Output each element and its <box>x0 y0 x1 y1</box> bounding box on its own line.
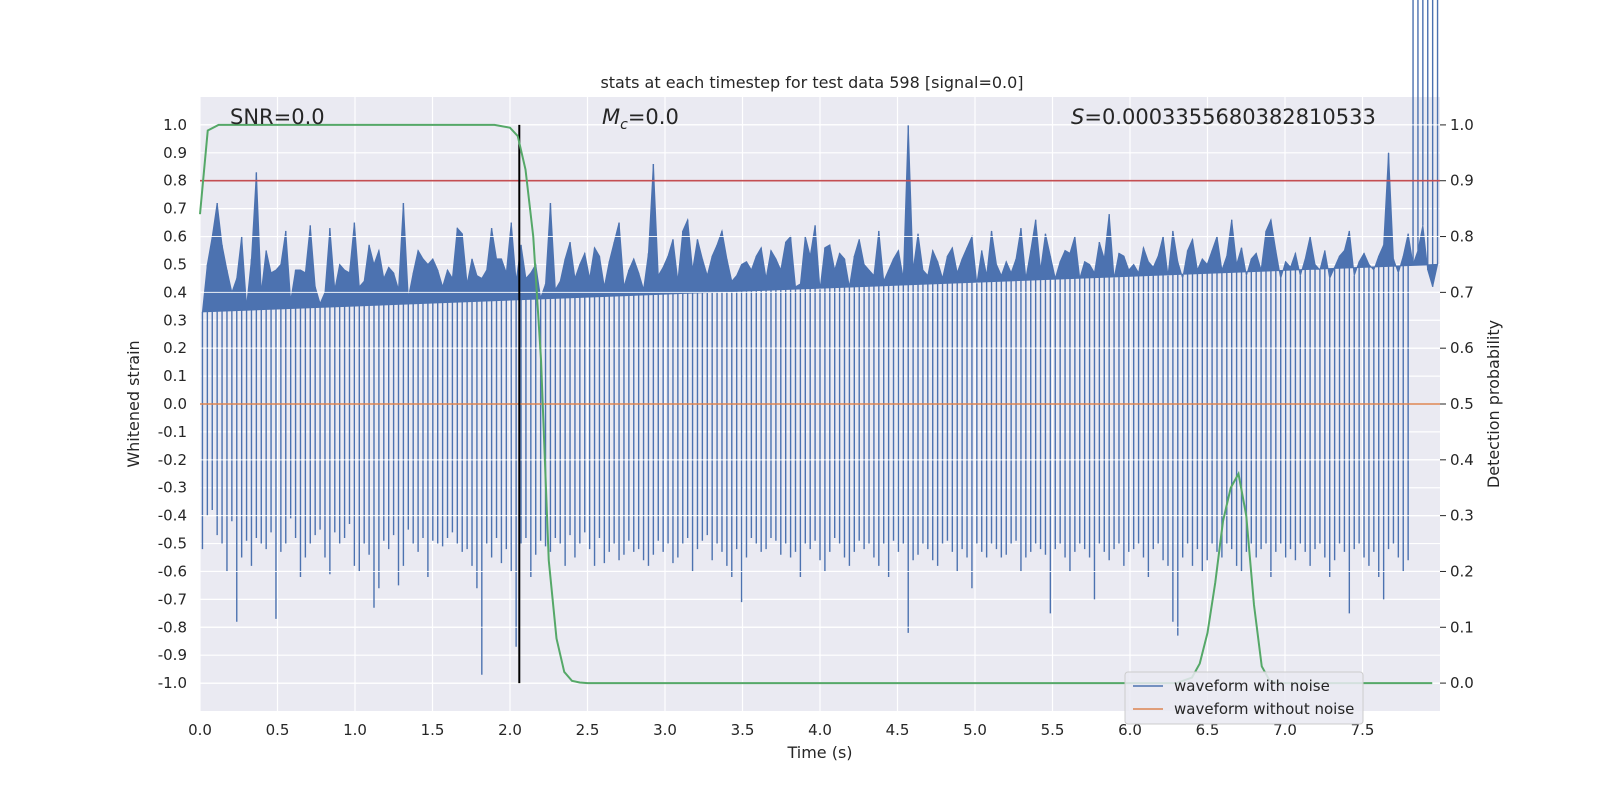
y-tick-label: -0.2 <box>158 451 187 469</box>
y-tick-label: 0.4 <box>163 283 187 301</box>
legend: waveform with noise waveform without noi… <box>1124 671 1364 725</box>
chart-title: stats at each timestep for test data 598… <box>600 73 1023 92</box>
y-tick-label: 0.1 <box>163 367 187 385</box>
right-axis-ticks: 1.0 0.9 0.8 0.7 0.6 0.5 0.4 0.3 0.2 0.1 0.0 <box>1440 116 1474 692</box>
y2-tick-label: 0.1 <box>1450 618 1474 636</box>
x-axis-label: Time (s) <box>786 743 852 762</box>
y2-tick-label: 0.0 <box>1450 674 1474 692</box>
y-tick-label: 0.7 <box>163 200 187 218</box>
x-tick-label: 7.5 <box>1351 721 1375 739</box>
y2-tick-label: 1.0 <box>1450 116 1474 134</box>
y-tick-label: 0.6 <box>163 228 187 246</box>
legend-label-clean: waveform without noise <box>1174 700 1354 718</box>
x-tick-label: 2.5 <box>576 721 600 739</box>
x-tick-label: 4.5 <box>886 721 910 739</box>
x-tick-label: 6.5 <box>1196 721 1220 739</box>
x-tick-label: 5.0 <box>963 721 987 739</box>
x-axis-ticks: 0.0 0.5 1.0 1.5 2.0 2.5 3.0 3.5 4.0 4.5 5.0 5.5 6.0 6… <box>188 721 1374 739</box>
chirp-mass-value: =0.0 <box>628 105 679 129</box>
y2-tick-label: 0.3 <box>1450 507 1474 525</box>
x-tick-label: 4.0 <box>808 721 832 739</box>
chirp-mass-annotation: Mc=0.0 <box>602 105 679 133</box>
y-tick-label: 0.3 <box>163 311 187 329</box>
x-tick-label: 3.5 <box>731 721 755 739</box>
x-tick-label: 1.0 <box>343 721 367 739</box>
x-tick-label: 3.0 <box>653 721 677 739</box>
probability-line <box>199 123 1433 685</box>
y-axis-label: Whitened strain <box>124 340 143 467</box>
legend-box <box>1124 671 1364 725</box>
x-tick-label: 6.0 <box>1118 721 1142 739</box>
y2-axis-label: Detection probability <box>1484 320 1503 488</box>
left-axis-ticks: 1.0 0.9 0.8 0.7 0.6 0.5 0.4 0.3 0.2 0.1 0.0 -0.1 -0.… <box>158 116 187 692</box>
y2-tick-label: 0.5 <box>1450 395 1474 413</box>
s-symbol: S <box>1071 105 1084 129</box>
x-tick-label: 1.5 <box>421 721 445 739</box>
y-tick-label: 0.2 <box>163 339 187 357</box>
y-tick-label: 0.8 <box>163 172 187 190</box>
chirp-mass-subscript: c <box>620 117 628 133</box>
x-tick-label: 5.5 <box>1041 721 1065 739</box>
x-tick-label: 2.0 <box>498 721 522 739</box>
x-tick-label: 0.0 <box>188 721 212 739</box>
y2-tick-label: 0.8 <box>1450 228 1474 246</box>
y-tick-label: -0.5 <box>158 535 187 553</box>
y-tick-label: 1.0 <box>163 116 187 134</box>
y2-tick-label: 0.2 <box>1450 562 1474 580</box>
legend-label-noise: waveform with noise <box>1174 677 1330 695</box>
y2-tick-label: 0.9 <box>1450 172 1474 190</box>
y-tick-label: -0.8 <box>158 618 187 636</box>
snr-annotation: SNR=0.0 <box>230 105 325 129</box>
s-annotation: S=0.0003355680382810533 <box>1071 105 1376 129</box>
y2-tick-label: 0.7 <box>1450 283 1474 301</box>
y-tick-label: -0.6 <box>158 562 187 580</box>
y-tick-label: -0.4 <box>158 507 187 525</box>
y-tick-label: 0.5 <box>163 255 187 273</box>
chirp-mass-symbol: M <box>602 105 620 129</box>
y-tick-label: -0.7 <box>158 590 187 608</box>
y-tick-label: -0.9 <box>158 646 187 664</box>
x-tick-label: 0.5 <box>266 721 290 739</box>
x-tick-label: 7.0 <box>1273 721 1297 739</box>
y2-tick-label: 0.4 <box>1450 451 1474 469</box>
y-tick-label: 0.9 <box>163 144 187 162</box>
y-tick-label: -1.0 <box>158 674 187 692</box>
y-tick-label: -0.1 <box>158 423 187 441</box>
y-tick-label: 0.0 <box>163 395 187 413</box>
y2-tick-label: 0.6 <box>1450 339 1474 357</box>
s-value: =0.0003355680382810533 <box>1084 105 1376 129</box>
y-tick-label: -0.3 <box>158 479 187 497</box>
